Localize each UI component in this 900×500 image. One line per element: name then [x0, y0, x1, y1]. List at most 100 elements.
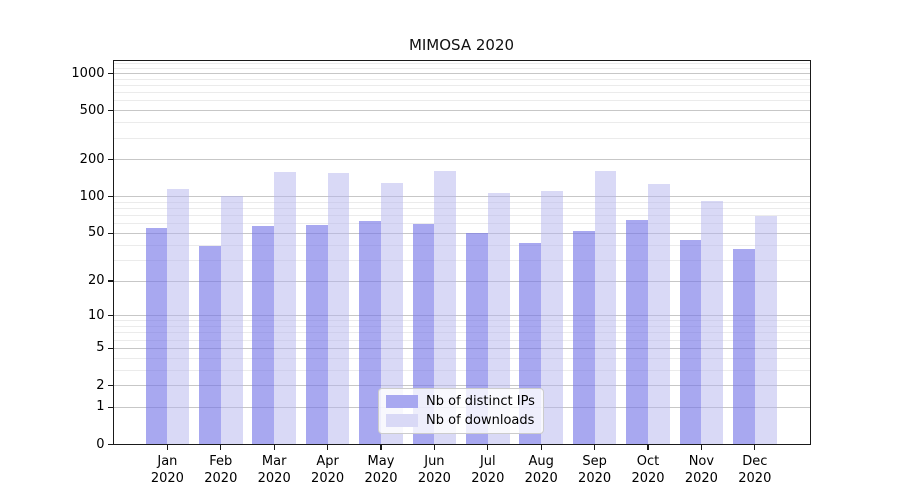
- minor-gridline: [112, 122, 811, 124]
- bar-distinct-ips: [359, 221, 381, 445]
- bar-distinct-ips: [199, 246, 221, 445]
- bar-downloads: [701, 201, 724, 445]
- bar-downloads: [274, 171, 296, 445]
- bar-downloads: [648, 183, 670, 445]
- minor-gridline: [112, 332, 811, 334]
- y-tick-mark: [107, 72, 113, 75]
- x-tick-label: Jan 2020: [150, 453, 184, 486]
- legend-swatch-downloads: [386, 414, 418, 427]
- minor-gridline: [112, 339, 811, 341]
- plot-area: [112, 60, 811, 445]
- legend-item-downloads: Nb of downloads: [386, 413, 535, 428]
- x-tick-mark: [273, 444, 275, 450]
- minor-gridline: [112, 320, 811, 322]
- y-tick-label: 20: [87, 273, 105, 289]
- bar-distinct-ips: [679, 240, 702, 445]
- bar-distinct-ips: [145, 228, 168, 445]
- minor-gridline: [112, 201, 811, 203]
- bar-distinct-ips: [626, 219, 648, 445]
- y-tick-mark: [107, 110, 113, 112]
- major-gridline: [112, 347, 811, 349]
- major-gridline: [112, 159, 811, 161]
- minor-gridline: [112, 326, 811, 328]
- bar-downloads: [220, 195, 243, 445]
- x-tick-mark: [220, 444, 222, 450]
- major-gridline: [112, 280, 811, 282]
- y-tick-mark: [107, 384, 113, 387]
- minor-gridline: [112, 85, 811, 87]
- y-tick-mark: [107, 443, 113, 446]
- chart-title: MIMOSA 2020: [408, 36, 515, 54]
- minor-gridline: [112, 208, 811, 210]
- major-gridline: [112, 385, 811, 387]
- x-tick-label: Feb 2020: [204, 453, 238, 486]
- legend-swatch-distinct-ips: [386, 395, 418, 408]
- bar-distinct-ips: [733, 249, 755, 445]
- major-gridline: [112, 315, 811, 317]
- x-tick-mark: [754, 444, 756, 450]
- x-tick-label: May 2020: [364, 453, 398, 486]
- legend-item-distinct-ips: Nb of distinct IPs: [386, 394, 535, 409]
- y-tick-label: 500: [79, 102, 105, 118]
- y-tick-label: 50: [87, 225, 105, 241]
- minor-gridline: [112, 78, 811, 80]
- y-tick-mark: [107, 159, 113, 161]
- bar-downloads: [754, 215, 777, 445]
- minor-gridline: [112, 244, 811, 246]
- x-tick-label: Aug 2020: [524, 453, 558, 486]
- x-tick-mark: [540, 444, 542, 450]
- minor-gridline: [112, 259, 811, 261]
- x-tick-label: Mar 2020: [257, 453, 291, 486]
- x-tick-label: Oct 2020: [631, 453, 665, 486]
- x-tick-mark: [433, 444, 435, 450]
- minor-gridline: [112, 137, 811, 139]
- x-tick-label: Sep 2020: [578, 453, 612, 486]
- y-tick-mark: [107, 406, 113, 408]
- y-tick-label: 5: [96, 340, 105, 356]
- bar-downloads: [541, 191, 563, 445]
- major-gridline: [112, 110, 811, 112]
- y-tick-label: 10: [87, 307, 105, 323]
- x-tick-label: Dec 2020: [738, 453, 772, 486]
- minor-gridline: [112, 223, 811, 225]
- chart-legend: Nb of distinct IPs Nb of downloads: [378, 388, 544, 434]
- bar-downloads: [327, 172, 350, 445]
- y-tick-label: 1: [96, 399, 105, 415]
- x-tick-label: Nov 2020: [684, 453, 718, 486]
- legend-label-downloads: Nb of downloads: [426, 413, 535, 428]
- x-tick-label: Jun 2020: [417, 453, 451, 486]
- bar-distinct-ips: [572, 231, 595, 445]
- minor-gridline: [112, 92, 811, 94]
- x-tick-label: Apr 2020: [311, 453, 345, 486]
- x-tick-mark: [327, 444, 329, 450]
- x-tick-mark: [380, 444, 382, 450]
- x-tick-mark: [166, 444, 168, 450]
- y-tick-mark: [107, 280, 113, 282]
- major-gridline: [112, 196, 811, 198]
- minor-gridline: [112, 369, 811, 371]
- bar-distinct-ips: [305, 224, 328, 445]
- major-gridline: [112, 232, 811, 234]
- minor-gridline: [112, 357, 811, 359]
- bar-downloads: [167, 188, 190, 445]
- bar-distinct-ips: [252, 226, 275, 445]
- y-tick-label: 200: [79, 151, 105, 167]
- bar-downloads: [594, 170, 617, 445]
- y-tick-mark: [107, 315, 113, 317]
- y-tick-mark: [107, 347, 113, 349]
- x-tick-mark: [594, 444, 596, 450]
- minor-gridline: [112, 215, 811, 217]
- y-tick-label: 1000: [71, 65, 105, 81]
- minor-gridline: [112, 100, 811, 102]
- x-tick-label: Jul 2020: [471, 453, 505, 486]
- x-tick-mark: [700, 444, 702, 450]
- minor-gridline: [112, 67, 811, 69]
- x-tick-mark: [487, 444, 489, 450]
- legend-label-distinct-ips: Nb of distinct IPs: [426, 394, 535, 409]
- minor-gridline: [112, 63, 811, 65]
- y-tick-mark: [107, 196, 113, 198]
- y-tick-label: 0: [96, 436, 105, 452]
- bar-downloads: [434, 171, 457, 445]
- bar-downloads: [487, 193, 510, 445]
